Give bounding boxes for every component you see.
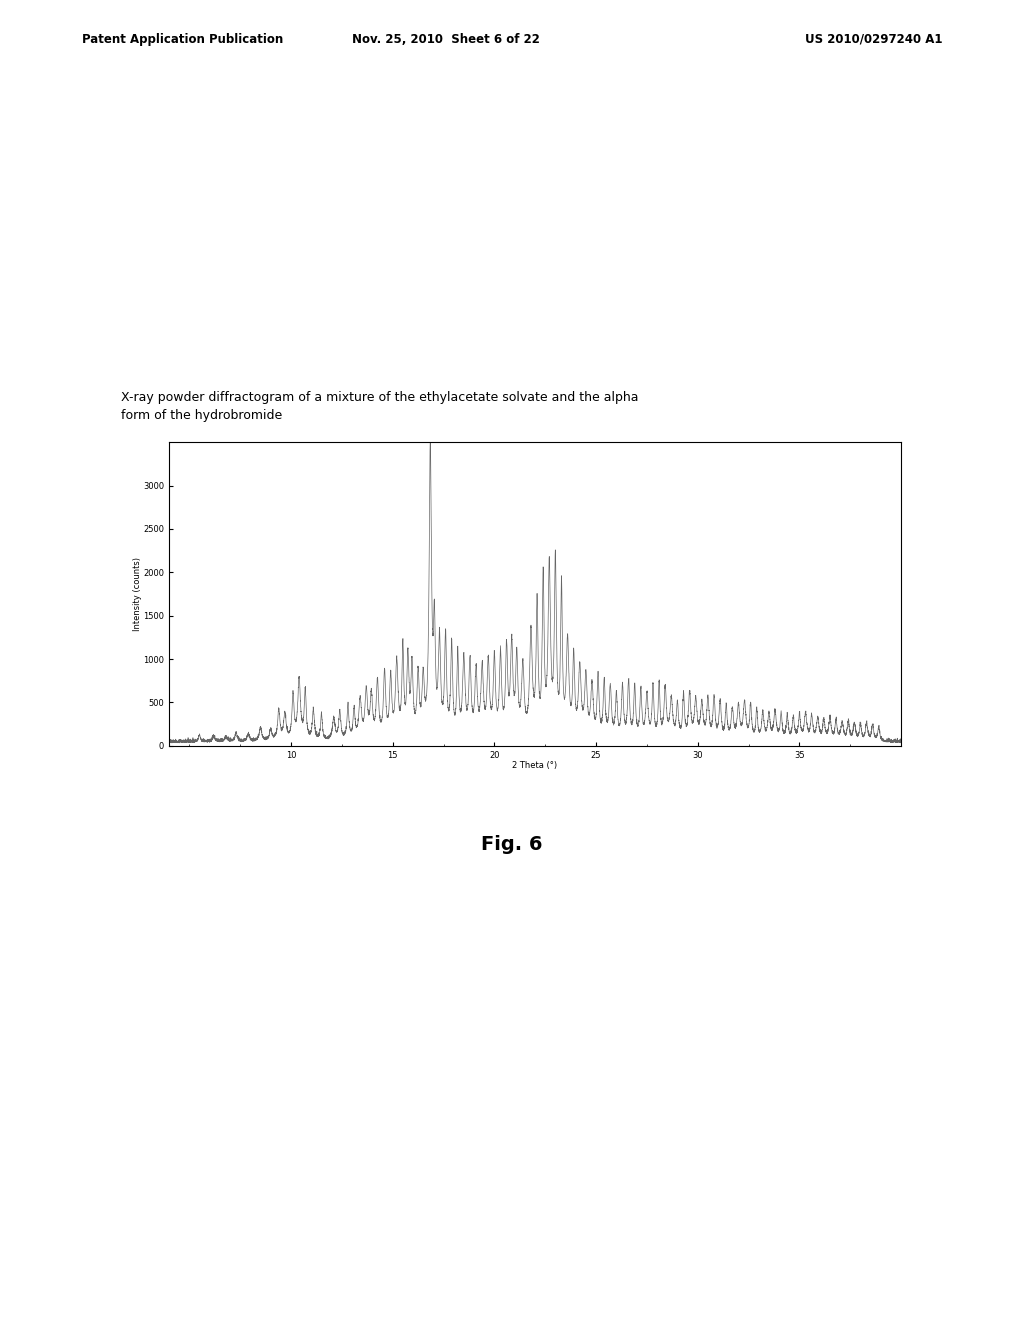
Y-axis label: Intensity (counts): Intensity (counts) [132, 557, 141, 631]
Text: Patent Application Publication: Patent Application Publication [82, 33, 284, 46]
Text: US 2010/0297240 A1: US 2010/0297240 A1 [805, 33, 942, 46]
X-axis label: 2 Theta (°): 2 Theta (°) [512, 762, 558, 770]
Text: Nov. 25, 2010  Sheet 6 of 22: Nov. 25, 2010 Sheet 6 of 22 [351, 33, 540, 46]
Text: X-ray powder diffractogram of a mixture of the ethylacetate solvate and the alph: X-ray powder diffractogram of a mixture … [121, 391, 638, 404]
Text: Fig. 6: Fig. 6 [481, 836, 543, 854]
Text: form of the hydrobromide: form of the hydrobromide [121, 409, 282, 422]
